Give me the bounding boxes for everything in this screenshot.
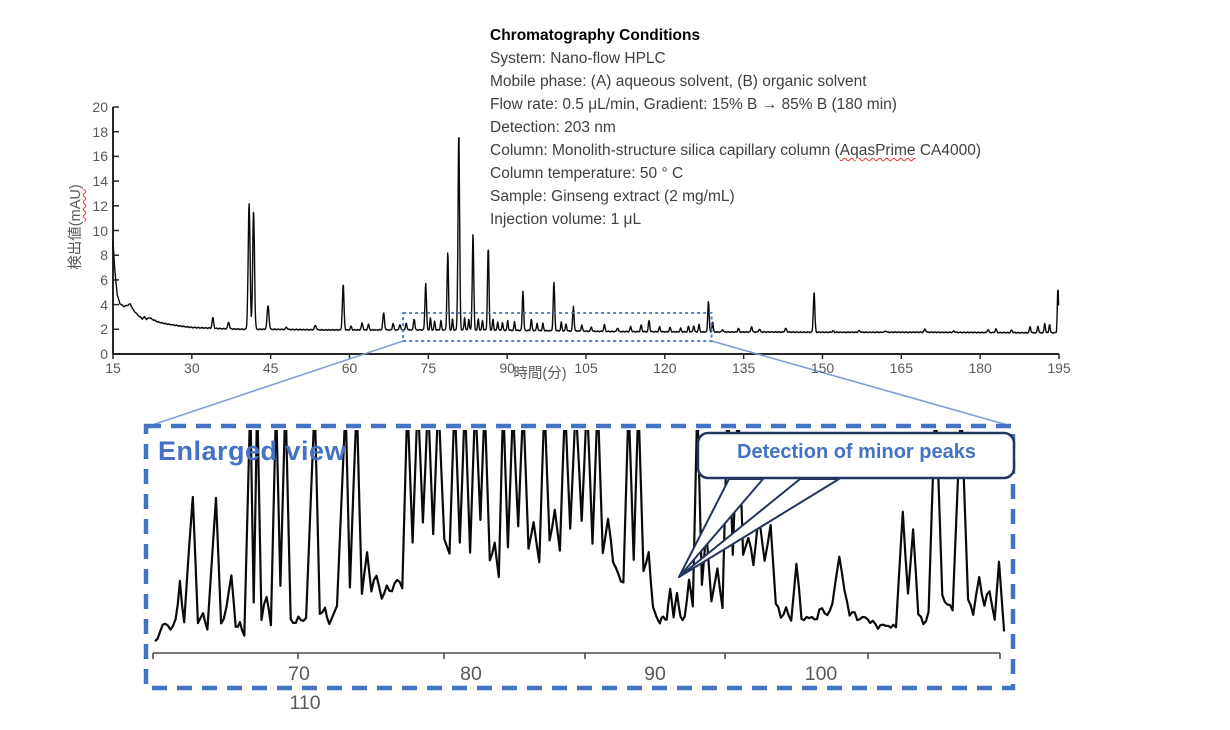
condition-line-column: Column: Monolith-structure silica capill…: [490, 139, 1220, 162]
main-x-tick-label: 180: [968, 360, 992, 376]
condition-line-column-temp: Column temperature: 50 ° C: [490, 165, 684, 182]
main-x-tick-label: 30: [184, 360, 200, 376]
enlarged-x-tick-label: 90: [644, 663, 666, 685]
conditions-title: Chromatography Conditions: [490, 27, 701, 44]
x-axis-title: 時間(分): [513, 366, 567, 382]
callout-box: [696, 431, 1016, 480]
main-x-tick-label: 75: [420, 360, 437, 376]
column-line-post: CA4000): [915, 142, 982, 159]
main-x-tick-label: 105: [574, 360, 598, 376]
main-x-tick-label: 15: [105, 360, 121, 376]
condition-line-detection: Detection: 203 nm: [490, 119, 616, 136]
main-x-tick-label: 60: [341, 360, 358, 376]
main-y-tick-label: 6: [100, 271, 108, 288]
main-y-tick-label: 2: [100, 321, 108, 338]
main-x-tick-label: 120: [653, 360, 677, 376]
enlarged-x-tick-label-wrapped: 110: [289, 692, 321, 714]
condition-line-injection: Injection volume: 1 μL: [490, 211, 642, 228]
main-y-tick-label: 16: [92, 148, 108, 165]
column-line-spellcheck-word: AqasPrime: [839, 142, 916, 159]
condition-line-mobile-phase: Mobile phase: (A) aqueous solvent, (B) o…: [490, 73, 867, 90]
main-x-tick-label: 45: [262, 360, 279, 376]
enlarged-view-title: Enlarged view: [158, 436, 347, 466]
enlarged-x-tick-label: 100: [804, 663, 838, 685]
column-line-pre: Column: Monolith-structure silica capill…: [490, 142, 840, 159]
enlarged-x-tick-label: 80: [460, 663, 482, 685]
condition-line-sample: Sample: Ginseng extract (2 mg/mL): [490, 188, 735, 205]
main-x-tick-label: 195: [1047, 360, 1071, 376]
main-x-tick-label: 90: [499, 360, 515, 376]
condition-line-flow-rate: Flow rate: 0.5 μL/min, Gradient: 15% B →…: [490, 96, 897, 113]
main-y-tick-label: 18: [92, 123, 108, 140]
zoom-connector-left: [148, 340, 404, 427]
main-x-tick-label: 150: [810, 360, 835, 376]
main-y-tick-label: 4: [100, 296, 108, 313]
main-y-tick-label: 20: [92, 99, 108, 115]
main-x-tick-label: 165: [889, 360, 913, 376]
zoom-connector-right: [711, 340, 1012, 427]
main-y-tick-label: 0: [100, 346, 108, 362]
enlarged-chromatogram-trace: [154, 430, 1006, 643]
conditions-block: Chromatography Conditions System: Nano-f…: [490, 24, 1220, 231]
main-y-tick-label: 8: [100, 247, 108, 264]
main-y-tick-label: 12: [92, 197, 108, 214]
enlarged-x-tick-label: 70: [288, 663, 310, 685]
enlarged-panel-frame: [143, 423, 1016, 691]
main-x-tick-label: 135: [731, 360, 756, 376]
main-y-tick-label: 10: [92, 222, 108, 239]
main-chromatogram-trace: [112, 137, 1060, 334]
callout-label: Detection of minor peaks: [737, 441, 976, 463]
main-y-tick-label: 14: [92, 173, 108, 190]
condition-line-system: System: Nano-flow HPLC: [490, 50, 666, 67]
